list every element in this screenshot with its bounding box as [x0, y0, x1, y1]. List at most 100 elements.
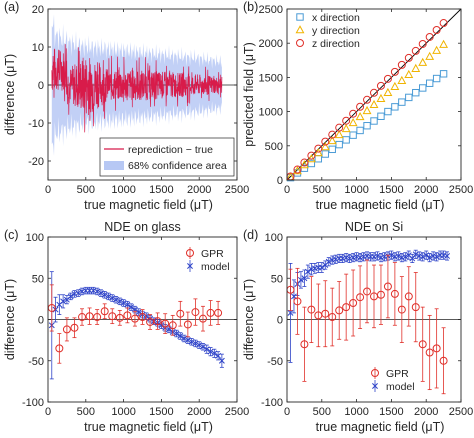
x-marker-stroke	[371, 253, 377, 260]
data-point	[378, 254, 384, 261]
x-axis-label: true magnetic field (μT)	[316, 420, 445, 434]
series-gpr	[47, 284, 223, 364]
data-point	[124, 301, 131, 308]
data-point	[363, 95, 372, 104]
data-point	[416, 253, 423, 259]
data-point	[346, 255, 353, 262]
data-point	[364, 253, 370, 259]
x-marker-stroke	[173, 330, 180, 337]
data-point	[67, 293, 74, 300]
legend-label: GPR	[386, 368, 409, 380]
y-tick-label: 0	[277, 175, 283, 187]
data-point	[339, 255, 346, 262]
x-marker-stroke	[430, 253, 437, 259]
data-point	[70, 323, 79, 332]
data-point	[206, 308, 215, 317]
data-point	[439, 70, 448, 78]
data-point	[357, 254, 364, 261]
data-point	[439, 356, 448, 365]
data-point	[214, 308, 223, 317]
data-point	[397, 305, 406, 314]
y-tick-label: 500	[265, 141, 283, 153]
x-tick-label: 1000	[111, 406, 135, 418]
data-point	[432, 25, 441, 34]
data-point	[397, 75, 407, 84]
data-point	[297, 276, 304, 283]
data-point	[300, 340, 309, 349]
x-marker-stroke	[332, 256, 339, 263]
data-point	[105, 293, 112, 300]
data-point	[328, 313, 337, 322]
data-point	[161, 319, 170, 328]
x-marker-stroke	[60, 298, 67, 305]
data-point	[55, 344, 64, 353]
data-point	[404, 53, 413, 62]
axes-panel-b: 0 500 1000 1500 2000 2500 0 500 1000 1500 2000 2500…	[242, 0, 473, 212]
x-marker-stroke	[433, 253, 440, 260]
data-point	[377, 112, 385, 120]
data-point	[94, 288, 101, 295]
x-marker-stroke	[116, 298, 123, 305]
data-point	[342, 136, 350, 144]
x-marker-stroke	[416, 253, 423, 259]
y-tick-label: 0	[38, 315, 44, 327]
x-tick-label: 500	[313, 184, 331, 196]
data-point	[321, 309, 330, 318]
data-point	[388, 252, 395, 259]
data-point	[85, 312, 94, 321]
x-tick-label: 1500	[149, 406, 173, 418]
x-marker-stroke	[444, 253, 451, 259]
series-gpr	[286, 254, 448, 395]
panel-label: (c)	[4, 228, 19, 242]
x-marker-stroke	[398, 254, 405, 261]
legend-marker	[296, 13, 304, 21]
x-marker-stroke	[128, 304, 135, 311]
data-point	[405, 93, 413, 102]
data-point	[168, 321, 177, 330]
data-point	[395, 253, 402, 259]
legend-label: model	[201, 261, 230, 273]
data-point	[307, 305, 316, 314]
x-tick-label: 2500	[225, 406, 249, 418]
data-point	[181, 335, 188, 342]
data-point	[334, 130, 344, 139]
x-marker-stroke	[215, 352, 222, 359]
data-point	[176, 309, 185, 318]
data-point	[433, 253, 440, 260]
data-point	[419, 253, 426, 260]
data-point	[128, 304, 135, 311]
data-point	[425, 79, 434, 87]
y-tick-label: 1000	[259, 107, 283, 119]
x-marker-stroke	[203, 346, 210, 353]
data-point	[130, 314, 139, 323]
data-point	[332, 256, 339, 263]
x-tick-label: 0	[45, 406, 51, 418]
data-point	[418, 340, 427, 349]
x-marker-stroke	[218, 357, 225, 364]
x-tick-label: 1500	[379, 406, 403, 418]
data-point	[425, 348, 434, 357]
x-marker-stroke	[297, 276, 304, 283]
data-point	[211, 350, 218, 357]
data-point	[335, 306, 344, 315]
series-triangle	[286, 39, 449, 181]
y-tick-label: 50	[271, 273, 283, 285]
x-axis-label: true magnetic field (μT)	[84, 420, 213, 434]
x-marker-stroke	[120, 300, 127, 306]
data-point	[116, 298, 123, 305]
y-axis-label: difference (μT)	[3, 279, 17, 360]
data-point	[203, 346, 210, 353]
data-point	[432, 74, 441, 83]
data-point	[348, 117, 358, 127]
x-marker-stroke	[360, 253, 367, 260]
legend-marker	[295, 25, 305, 34]
data-point	[146, 317, 155, 326]
x-marker-stroke	[211, 350, 218, 357]
x-marker-stroke	[109, 295, 116, 302]
x-marker-stroke	[346, 255, 353, 262]
x-marker-stroke	[192, 340, 199, 347]
data-point	[370, 117, 378, 125]
legend-label: 68% confidence area	[128, 160, 227, 172]
data-point	[425, 32, 434, 41]
x-marker-stroke	[287, 309, 294, 316]
